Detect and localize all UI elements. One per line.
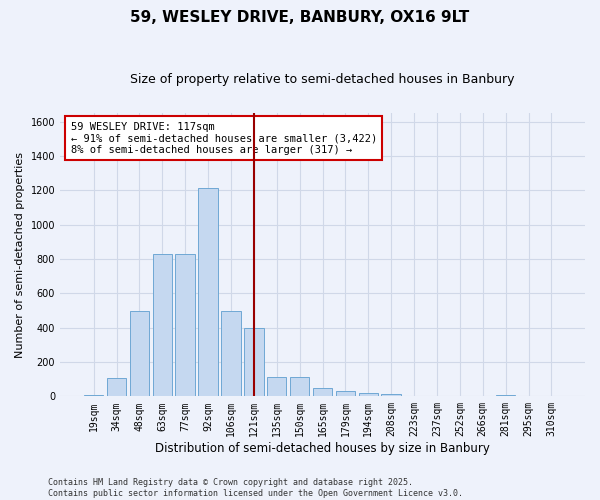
Title: Size of property relative to semi-detached houses in Banbury: Size of property relative to semi-detach… [130,72,515,86]
Bar [221,312,241,396]
Bar [313,388,332,396]
Bar [244,328,263,396]
Text: Contains HM Land Registry data © Crown copyright and database right 2025.
Contai: Contains HM Land Registry data © Crown c… [48,478,463,498]
Bar [107,378,126,396]
Bar [290,378,310,396]
Text: 59 WESLEY DRIVE: 117sqm
← 91% of semi-detached houses are smaller (3,422)
8% of : 59 WESLEY DRIVE: 117sqm ← 91% of semi-de… [71,122,377,155]
Bar [335,391,355,396]
X-axis label: Distribution of semi-detached houses by size in Banbury: Distribution of semi-detached houses by … [155,442,490,455]
Bar [267,378,286,396]
Bar [359,393,378,396]
Bar [130,312,149,396]
Bar [382,394,401,396]
Text: 59, WESLEY DRIVE, BANBURY, OX16 9LT: 59, WESLEY DRIVE, BANBURY, OX16 9LT [130,10,470,25]
Bar [199,188,218,396]
Bar [152,254,172,396]
Bar [175,254,195,396]
Y-axis label: Number of semi-detached properties: Number of semi-detached properties [15,152,25,358]
Bar [84,394,103,396]
